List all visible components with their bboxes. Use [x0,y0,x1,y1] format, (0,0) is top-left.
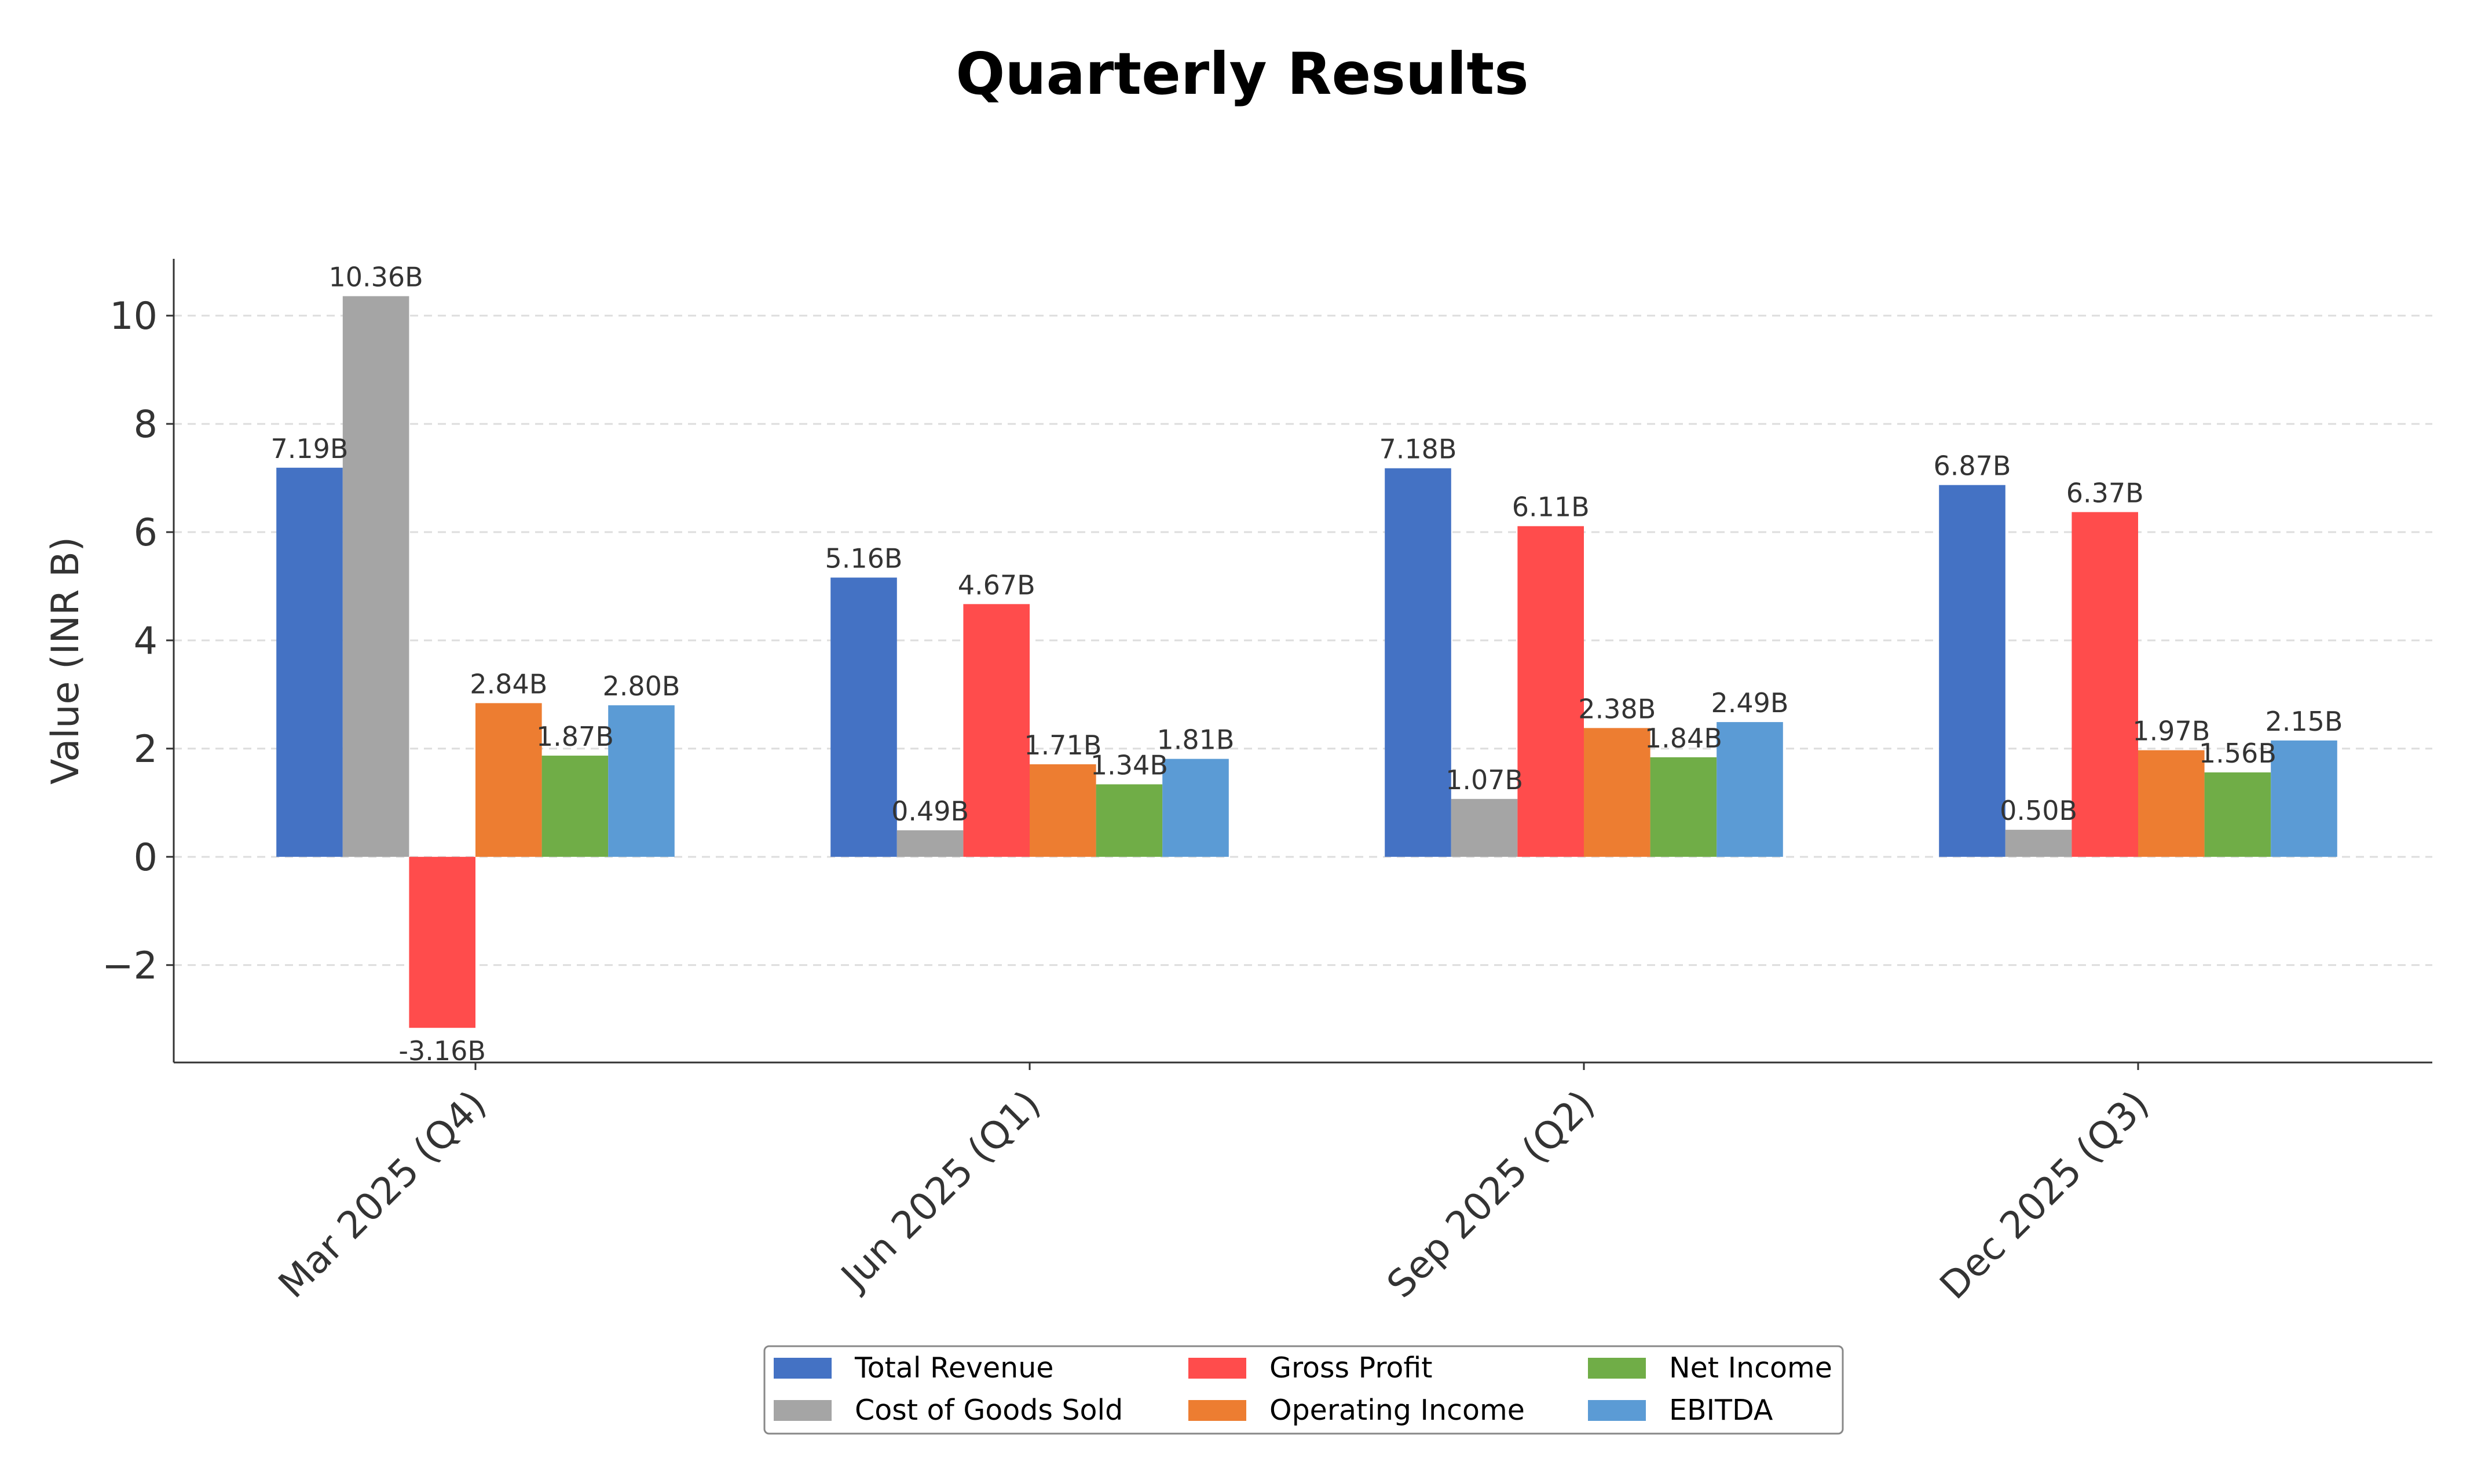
bar [2072,512,2138,857]
data-label: 10.36B [328,261,423,292]
data-label: 7.19B [271,433,349,464]
legend: Total Revenue Cost of Goods Sold Gross Pro… [763,1345,1844,1435]
data-label: 2.84B [470,668,547,699]
x-tick-label: Jun 2025 (Q1) [832,1082,1049,1299]
data-label: 1.34B [1090,750,1168,781]
bar [1030,764,1096,857]
bar [1717,722,1783,857]
data-label: 1.81B [1157,724,1235,756]
data-label: 5.16B [825,543,903,574]
bar [1162,759,1229,857]
y-axis-label: Value (INR B) [44,537,87,785]
bar [2138,750,2205,857]
legend-swatch [1188,1358,1246,1379]
axes [173,259,2432,1064]
x-tick-label: Mar 2025 (Q4) [270,1082,495,1306]
legend-label: Net Income [1669,1351,1832,1384]
bar [1939,485,2005,857]
data-label: 0.49B [891,796,969,827]
legend-swatch [1588,1400,1646,1421]
x-ticks: Mar 2025 (Q4) Jun 2025 (Q1) Sep 2025 (Q2) D… [270,1062,2157,1308]
chart-title: Quarterly Results [956,40,1528,108]
data-label: 6.37B [2066,477,2144,508]
data-label: 1.87B [536,721,614,752]
bar [342,296,409,857]
y-tick-label: 6 [134,511,158,555]
data-label: 1.71B [1024,730,1101,761]
data-label: 2.49B [1711,687,1789,719]
bar [1385,468,1451,857]
data-label: -3.16B [398,1035,486,1067]
bar [2204,772,2271,857]
legend-label: Total Revenue [854,1351,1053,1384]
legend-items: Total Revenue Cost of Goods Sold Gross Pro… [774,1351,1832,1427]
y-tick-label: 2 [134,728,158,771]
y-tick-label: −2 [102,944,158,988]
legend-swatch [1188,1400,1246,1421]
y-tick-label: 10 [109,295,158,338]
bar [1096,784,1163,857]
x-tick-label: Dec 2025 (Q3) [1932,1082,2157,1307]
legend-label: Gross Profit [1269,1351,1432,1384]
legend-label: EBITDA [1669,1394,1773,1427]
data-label: 7.18B [1379,434,1457,465]
data-label: 2.80B [603,670,680,702]
data-label: 1.56B [2199,738,2277,769]
bar [2271,740,2337,857]
bar [896,830,964,857]
y-ticks: −2 0 2 4 6 8 10 [102,295,174,988]
bar [541,756,609,857]
data-label: 4.67B [958,569,1035,600]
bar [608,705,675,857]
data-label: 1.84B [1645,723,1722,754]
data-label: 1.07B [1445,764,1523,796]
y-tick-label: 8 [134,403,158,446]
legend-label: Operating Income [1269,1394,1525,1427]
legend-swatch [1588,1358,1646,1379]
legend-swatch [774,1400,832,1421]
bar [409,856,475,1028]
bar [1517,526,1584,857]
legend-swatch [774,1358,832,1379]
bar [963,604,1030,857]
data-label: 2.38B [1578,693,1656,724]
bar [2005,830,2072,857]
bar [1650,757,1717,857]
y-tick-label: 4 [134,620,158,663]
bars [276,296,2337,1028]
x-tick-label: Sep 2025 (Q2) [1379,1082,1603,1306]
data-label: 0.50B [2000,795,2077,826]
data-label: 1.97B [2132,716,2210,747]
legend-label: Cost of Goods Sold [855,1394,1123,1427]
bar [475,703,542,857]
data-label: 2.15B [2266,706,2343,737]
data-label: 6.87B [1934,450,2011,482]
bar [276,467,343,857]
bar [1451,798,1518,857]
y-tick-label: 0 [134,836,158,880]
bar [830,577,897,857]
bar [1584,728,1650,857]
legend-box [763,1345,1844,1435]
data-labels: 7.19B 10.36B -3.16B 2.84B 1.87B 2.80B 5.16B 0.4… [271,261,2343,1067]
data-label: 6.11B [1512,492,1590,523]
